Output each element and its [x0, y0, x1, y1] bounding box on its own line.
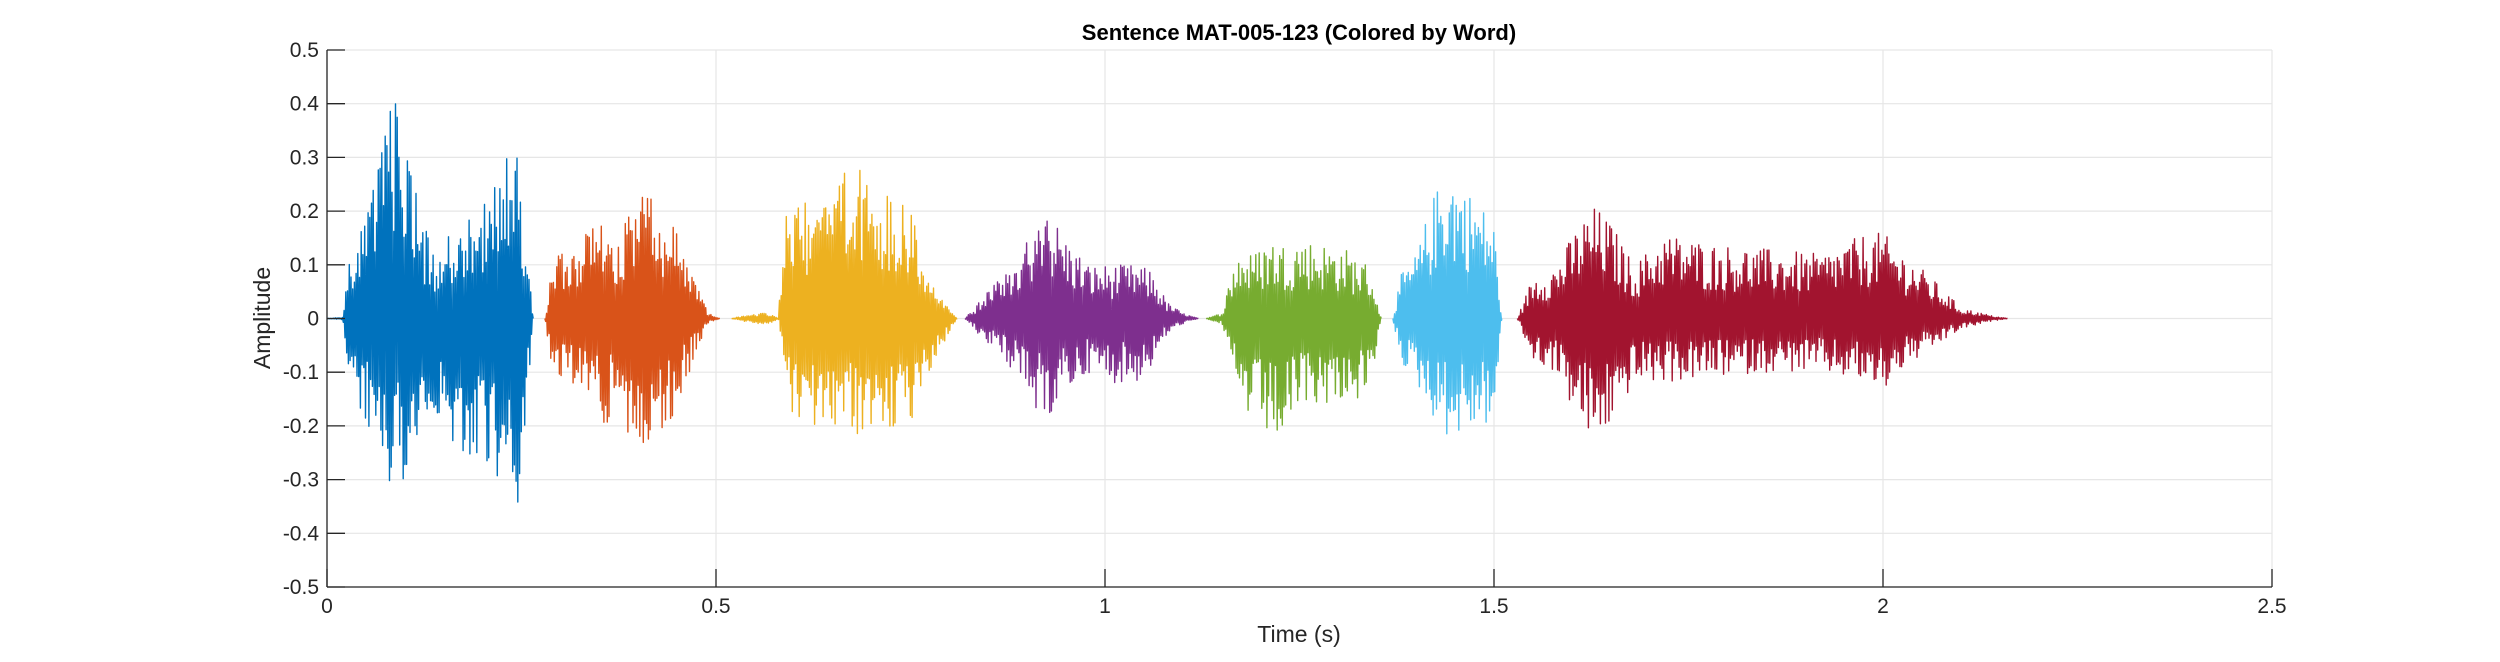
- waveform-series-7: [1516, 208, 2008, 429]
- y-tick-label: -0.4: [283, 522, 320, 545]
- waveform-series-4: [964, 220, 1199, 414]
- waveform-series-5: [1206, 245, 1382, 431]
- y-tick-label: -0.2: [283, 415, 319, 438]
- y-tick-label: 0.5: [290, 39, 319, 62]
- chart-title: Sentence MAT-005-123 (Colored by Word): [1082, 20, 1516, 45]
- y-tick-label: -0.3: [283, 469, 319, 492]
- x-tick-label: 2: [1877, 595, 1889, 618]
- axis-layer: 0 0.5 1 1.5 2 2.5 -0.5 -0.4 -0.3 -0.2 -0.1 0 0.1 0.2 0…: [283, 39, 2287, 618]
- y-axis-title: Amplitude: [249, 267, 275, 369]
- x-tick-label: 1.5: [1479, 595, 1508, 618]
- x-axis-title: Time (s): [1257, 621, 1340, 647]
- plot-area: 0 0.5 1 1.5 2 2.5 -0.5 -0.4 -0.3 -0.2 -0.1 0 0.1 0.2 0…: [283, 39, 2287, 618]
- y-tick-label: 0: [307, 308, 319, 331]
- x-tick-label: 1: [1099, 595, 1111, 618]
- x-tick-label: 2.5: [2257, 595, 2286, 618]
- y-tick-label: -0.1: [283, 361, 319, 384]
- waveform-series-2: [544, 196, 721, 444]
- y-tick-label: 0.3: [290, 146, 319, 169]
- waveform-series-3: [731, 169, 958, 435]
- waveform-series-6: [1392, 191, 1503, 435]
- waveform-series-1: [327, 103, 534, 503]
- y-tick-label: 0.2: [290, 200, 319, 223]
- x-tick-label: 0.5: [701, 595, 730, 618]
- series-layer: [327, 103, 2008, 503]
- x-tick-label: 0: [321, 595, 333, 618]
- y-tick-label: -0.5: [283, 576, 319, 599]
- y-tick-label: 0.1: [290, 254, 319, 277]
- y-tick-label: 0.4: [290, 93, 320, 116]
